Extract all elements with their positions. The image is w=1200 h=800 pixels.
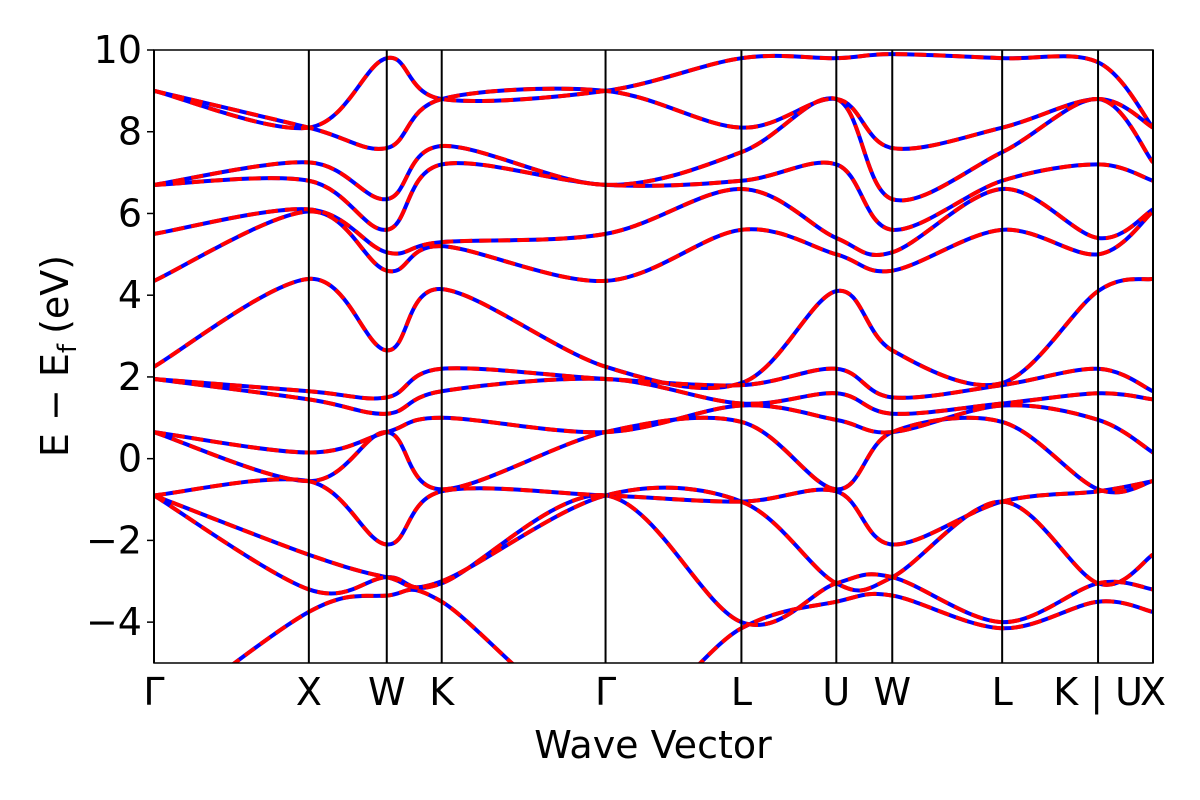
x-tick-label: K | U (1053, 670, 1143, 715)
band-line (154, 186, 1153, 257)
x-tick-label: X (1140, 670, 1166, 714)
bands (154, 52, 1153, 663)
band-line (231, 587, 1153, 663)
x-tick-label: W (368, 670, 406, 714)
band-line (154, 160, 1153, 232)
band-line (154, 52, 1153, 131)
band-line (154, 415, 1153, 495)
x-tick-label: W (873, 670, 911, 714)
x-tick-label: K (429, 670, 455, 714)
y-tick-label: 0 (118, 437, 142, 481)
x-tick-label: U (822, 670, 850, 714)
band-line (154, 96, 1153, 203)
y-label-sub: f (53, 343, 83, 353)
y-tick-label: −4 (86, 600, 142, 644)
y-label-unit: (eV) (33, 255, 77, 334)
y-label-main: E − E (33, 353, 77, 457)
y-axis-label: E − Ef (eV) (33, 255, 83, 457)
x-tick-label: Γ (143, 670, 164, 714)
band-line (154, 366, 1153, 401)
band-line (154, 376, 1153, 416)
band-line (154, 403, 1153, 455)
y-tick-label: 4 (118, 273, 142, 317)
band-line (154, 493, 1153, 627)
y-tick-label: 8 (118, 110, 142, 154)
band-line (154, 86, 1153, 151)
y-tick-label: −2 (86, 518, 142, 562)
y-tick-label: 10 (94, 28, 142, 72)
band-line (154, 209, 1153, 283)
x-axis-label: Wave Vector (534, 723, 772, 767)
x-tick-label: X (296, 670, 322, 714)
x-tick-label: L (731, 670, 752, 714)
y-tick-label: 6 (118, 191, 142, 235)
x-tick-label: Γ (595, 670, 616, 714)
y-tick-label: 2 (118, 355, 142, 399)
x-tick-label: L (992, 670, 1013, 714)
